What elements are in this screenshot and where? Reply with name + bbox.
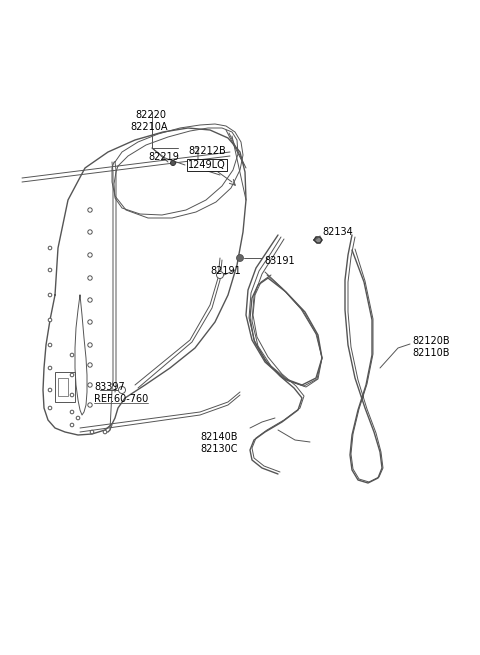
Circle shape <box>237 255 243 261</box>
Text: 82212B: 82212B <box>188 146 226 156</box>
Text: 1249LQ: 1249LQ <box>188 160 226 170</box>
Polygon shape <box>314 237 322 243</box>
Circle shape <box>48 406 52 410</box>
Circle shape <box>48 246 52 250</box>
Circle shape <box>88 383 92 387</box>
Circle shape <box>88 363 92 367</box>
Circle shape <box>70 353 74 357</box>
Circle shape <box>70 410 74 414</box>
Circle shape <box>103 430 107 434</box>
Circle shape <box>48 366 52 370</box>
Circle shape <box>88 403 92 407</box>
Circle shape <box>88 208 92 212</box>
Circle shape <box>88 253 92 257</box>
Text: REF.60-760: REF.60-760 <box>94 394 148 404</box>
Text: 82120B: 82120B <box>412 336 450 346</box>
Circle shape <box>76 416 80 420</box>
Circle shape <box>88 276 92 280</box>
Circle shape <box>48 388 52 392</box>
Text: 82130C: 82130C <box>200 444 238 454</box>
Text: 82220: 82220 <box>135 110 166 120</box>
Text: 82191: 82191 <box>210 266 241 276</box>
Bar <box>55 372 75 402</box>
Text: 82210A: 82210A <box>130 122 168 132</box>
Text: 82134: 82134 <box>322 227 353 237</box>
Circle shape <box>216 272 224 278</box>
Circle shape <box>88 230 92 234</box>
Text: 83397: 83397 <box>94 382 125 392</box>
Circle shape <box>48 293 52 297</box>
Circle shape <box>48 268 52 272</box>
Circle shape <box>70 393 74 397</box>
Circle shape <box>48 343 52 346</box>
Text: 83191: 83191 <box>264 256 295 266</box>
Circle shape <box>70 373 74 377</box>
Circle shape <box>88 298 92 302</box>
Circle shape <box>170 160 176 166</box>
Text: 82219: 82219 <box>148 152 179 162</box>
Circle shape <box>70 423 74 427</box>
Circle shape <box>119 386 125 394</box>
Circle shape <box>48 318 52 322</box>
Text: 82140B: 82140B <box>200 432 238 442</box>
Circle shape <box>88 320 92 324</box>
Text: 82110B: 82110B <box>412 348 449 358</box>
Circle shape <box>88 343 92 347</box>
Circle shape <box>90 430 94 434</box>
Bar <box>58 378 68 396</box>
